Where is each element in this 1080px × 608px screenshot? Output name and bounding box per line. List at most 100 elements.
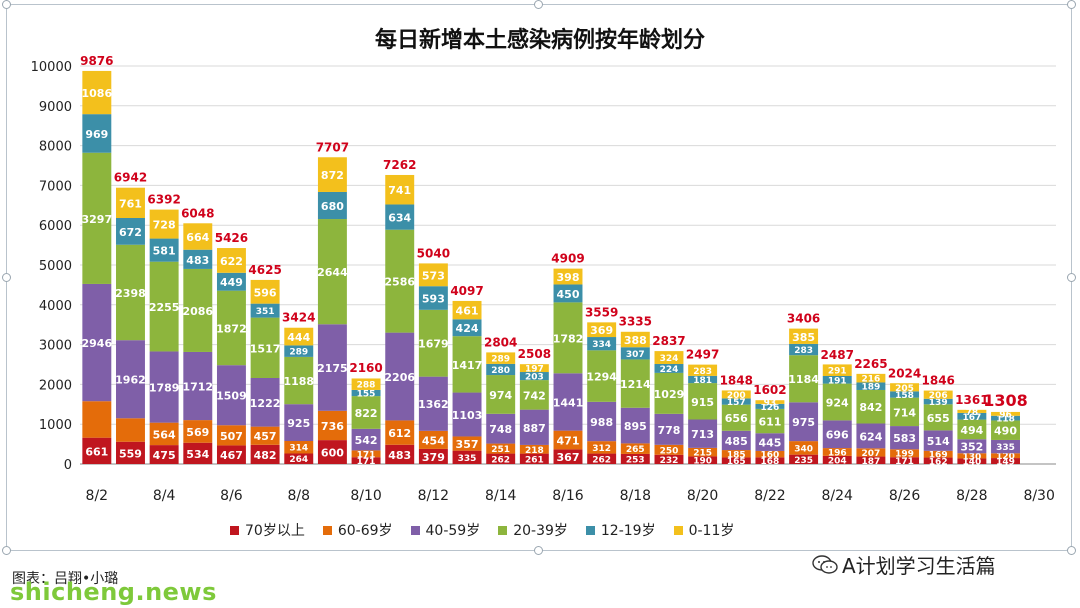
bar-segment-1 bbox=[486, 453, 516, 464]
bar-segment-3 bbox=[957, 439, 987, 454]
x-tick-label: 8/22 bbox=[754, 488, 785, 504]
bar-value-label: 714 bbox=[893, 406, 916, 419]
bar-segment-2 bbox=[553, 430, 583, 450]
bar-value-label: 655 bbox=[927, 412, 950, 425]
bar-total-label: 3424 bbox=[282, 311, 315, 325]
bar-value-label: 352 bbox=[960, 441, 983, 454]
bar-segment-2 bbox=[486, 443, 516, 454]
bar-value-label: 388 bbox=[624, 334, 647, 347]
bar-value-label: 925 bbox=[287, 417, 310, 430]
resize-handle-top-right[interactable] bbox=[1067, 0, 1076, 9]
resize-handle-middle-right[interactable] bbox=[1067, 273, 1076, 282]
bar-segment-1 bbox=[991, 458, 1020, 464]
bar-total-label: 2837 bbox=[652, 334, 685, 348]
bar-value-label: 1782 bbox=[553, 332, 584, 345]
x-tick-label: 8/12 bbox=[418, 488, 449, 504]
resize-handle-middle-left[interactable] bbox=[2, 273, 11, 282]
bar-segment-6 bbox=[654, 351, 684, 364]
x-tick-label: 8/26 bbox=[889, 488, 921, 504]
bar-value-label: 2644 bbox=[317, 266, 348, 279]
bar-segment-3 bbox=[755, 433, 785, 451]
bar-value-label: 696 bbox=[826, 429, 849, 442]
bar-value-label: 475 bbox=[153, 449, 176, 462]
bar-segment-3 bbox=[789, 402, 819, 442]
bar-segment-5 bbox=[755, 403, 785, 409]
bar-segment-5 bbox=[250, 303, 280, 318]
bar-segment-4 bbox=[250, 317, 280, 378]
bar-segment-3 bbox=[418, 376, 448, 431]
bar-segment-4 bbox=[620, 359, 650, 408]
bar-total-label: 2160 bbox=[349, 361, 382, 375]
bar-segment-2 bbox=[923, 450, 953, 458]
x-tick-label: 8/6 bbox=[220, 488, 243, 504]
bar-value-label: 196 bbox=[828, 448, 847, 458]
bar-value-label: 454 bbox=[422, 434, 445, 447]
x-tick-label: 8/4 bbox=[153, 488, 176, 504]
resize-handle-top-center[interactable] bbox=[534, 0, 543, 9]
bar-value-label: 1789 bbox=[149, 382, 180, 395]
bar-value-label: 250 bbox=[660, 446, 679, 456]
chart-credit: 图表：吕翔•小璐 bbox=[12, 571, 119, 587]
bar-value-label: 307 bbox=[626, 350, 645, 360]
bar-total-label: 4097 bbox=[450, 284, 483, 298]
y-tick-label: 0 bbox=[64, 458, 72, 473]
bar-segment-4 bbox=[216, 290, 246, 366]
bar-total-label: 2487 bbox=[821, 348, 854, 362]
bar-segment-2 bbox=[183, 420, 213, 443]
bar-segment-6 bbox=[553, 268, 583, 285]
bar-segment-4 bbox=[721, 404, 751, 431]
wechat-account-name: A计划学习生活篇 bbox=[842, 554, 996, 578]
resize-handle-top-left[interactable] bbox=[2, 0, 11, 9]
bar-segment-5 bbox=[789, 343, 819, 356]
x-tick-label: 8/10 bbox=[350, 488, 381, 504]
bar-value-label: 367 bbox=[557, 451, 580, 464]
bar-value-label: 514 bbox=[927, 435, 950, 448]
bar-segment-2 bbox=[149, 422, 179, 446]
bar-value-label: 482 bbox=[254, 449, 277, 462]
bar-value-label: 612 bbox=[388, 427, 411, 440]
bar-value-label: 216 bbox=[861, 375, 880, 385]
legend-swatch bbox=[673, 525, 683, 535]
bar-segment-4 bbox=[856, 389, 886, 424]
bar-segment-5 bbox=[183, 249, 213, 269]
bar-segment-5 bbox=[216, 272, 246, 291]
bar-value-label: 118 bbox=[996, 415, 1015, 425]
bar-segment-1 bbox=[856, 456, 886, 464]
bar-segment-1 bbox=[250, 444, 280, 464]
bar-value-label: 335 bbox=[458, 454, 477, 464]
legend-item: 60-69岁 bbox=[322, 520, 393, 540]
bar-value-label: 181 bbox=[693, 376, 712, 386]
bar-segment-5 bbox=[418, 286, 448, 310]
bar-value-label: 2946 bbox=[82, 337, 113, 350]
bar-segment-4 bbox=[890, 397, 920, 427]
bar-value-label: 312 bbox=[592, 444, 611, 454]
resize-handle-bottom-left[interactable] bbox=[2, 546, 11, 555]
bar-value-label: 379 bbox=[422, 451, 445, 464]
bar-segment-1 bbox=[923, 457, 953, 464]
bar-segment-5 bbox=[822, 376, 852, 384]
bar-value-label: 593 bbox=[422, 293, 445, 306]
bar-segment-3 bbox=[452, 392, 482, 437]
bar-segment-5 bbox=[890, 391, 920, 398]
bar-value-label: 200 bbox=[727, 391, 746, 401]
bar-value-label: 924 bbox=[826, 396, 849, 409]
bar-value-label: 974 bbox=[489, 389, 512, 402]
bar-total-label: 1848 bbox=[720, 373, 753, 387]
bar-segment-4 bbox=[755, 408, 785, 434]
bar-value-label: 199 bbox=[895, 450, 914, 460]
bar-segment-4 bbox=[317, 219, 347, 325]
bar-segment-6 bbox=[216, 248, 246, 273]
y-tick-label: 3000 bbox=[39, 339, 72, 354]
bar-segment-3 bbox=[82, 283, 112, 402]
resize-handle-bottom-right[interactable] bbox=[1067, 546, 1076, 555]
bar-segment-5 bbox=[721, 398, 751, 405]
bar-value-label: 288 bbox=[357, 381, 376, 391]
bar-value-label: 189 bbox=[861, 383, 880, 393]
bar-segment-1 bbox=[654, 454, 684, 464]
bar-value-label: 887 bbox=[523, 422, 546, 435]
bar-segment-5 bbox=[856, 382, 886, 390]
resize-handle-bottom-center[interactable] bbox=[534, 546, 543, 555]
bar-segment-1 bbox=[890, 457, 920, 464]
bar-segment-5 bbox=[587, 337, 617, 351]
bar-value-label: 467 bbox=[220, 449, 243, 462]
